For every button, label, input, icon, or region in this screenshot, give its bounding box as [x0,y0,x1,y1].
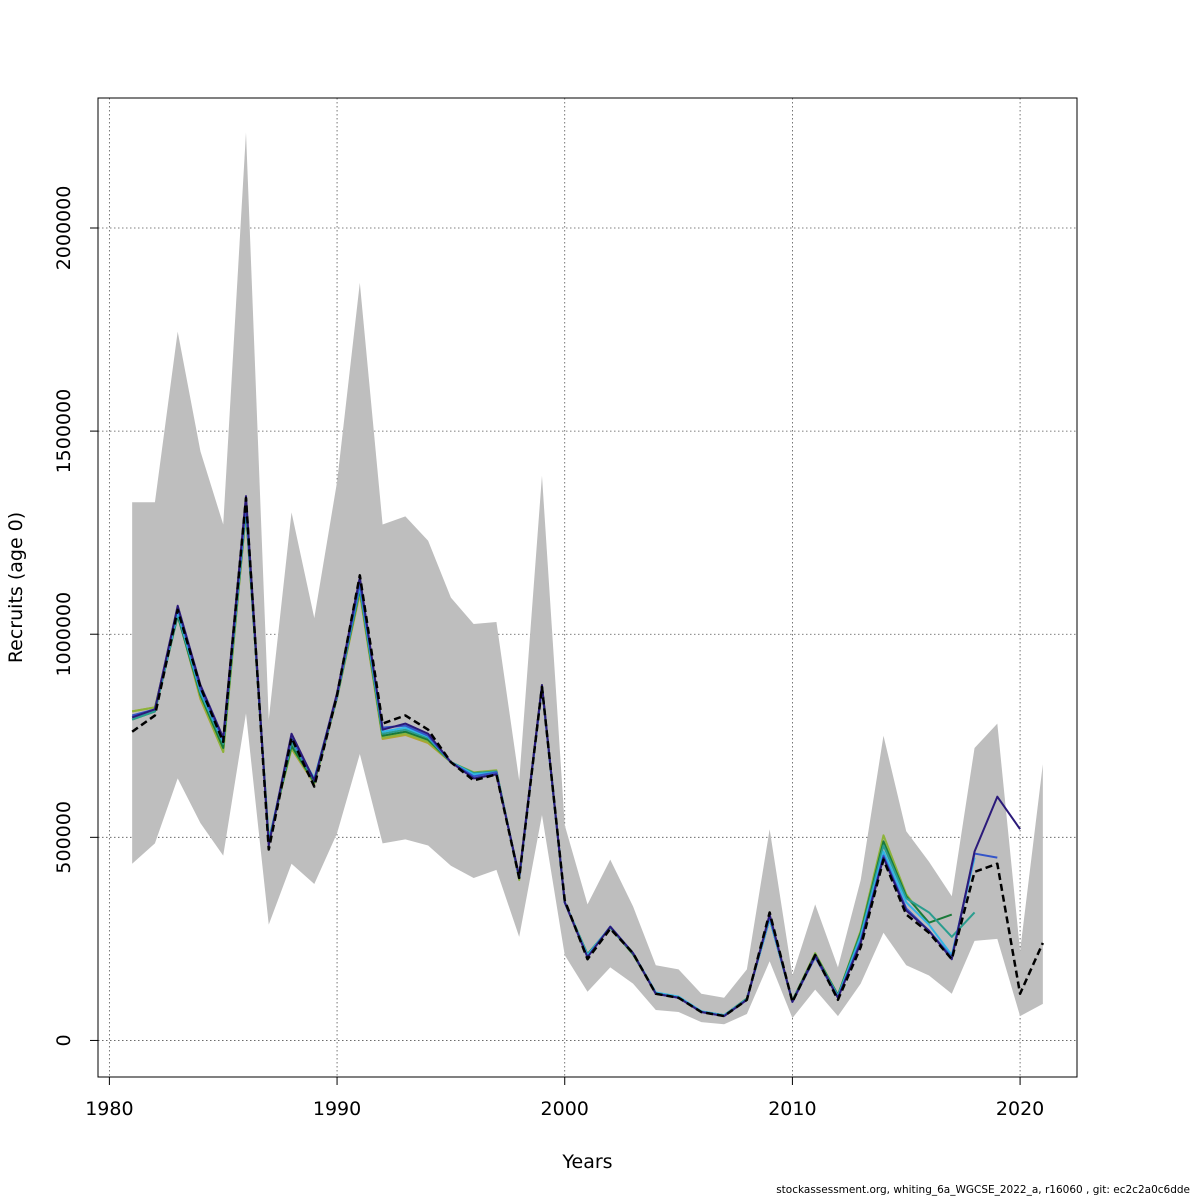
x-tick-label-1980: 1980 [85,1098,133,1120]
x-axis-title: Years [561,1151,612,1173]
y-tick-label-1000000: 1000000 [53,592,75,677]
x-tick-label-2000: 2000 [541,1098,589,1120]
y-axis-title: Recruits (age 0) [5,512,27,663]
confidence-band [132,132,1043,1025]
x-tick-label-2020: 2020 [996,1098,1044,1120]
y-tick-label-2000000: 2000000 [53,186,75,271]
y-tick-label-0: 0 [53,1034,75,1046]
band-area [132,132,1043,1025]
y-axis: 0 500000 1000000 1500000 2000000 [53,186,99,1046]
x-tick-label-1990: 1990 [313,1098,361,1120]
footer-note: stockassessment.org, whiting_6a_WGCSE_20… [776,1184,1190,1196]
x-axis: 1980 1990 2000 2010 2020 [85,1076,1044,1120]
series-lines [131,495,1044,1018]
series-line-1 [131,496,1044,1018]
y-tick-label-1500000: 1500000 [53,389,75,474]
x-tick-label-2010: 2010 [768,1098,816,1120]
y-tick-label-500000: 500000 [53,801,75,874]
